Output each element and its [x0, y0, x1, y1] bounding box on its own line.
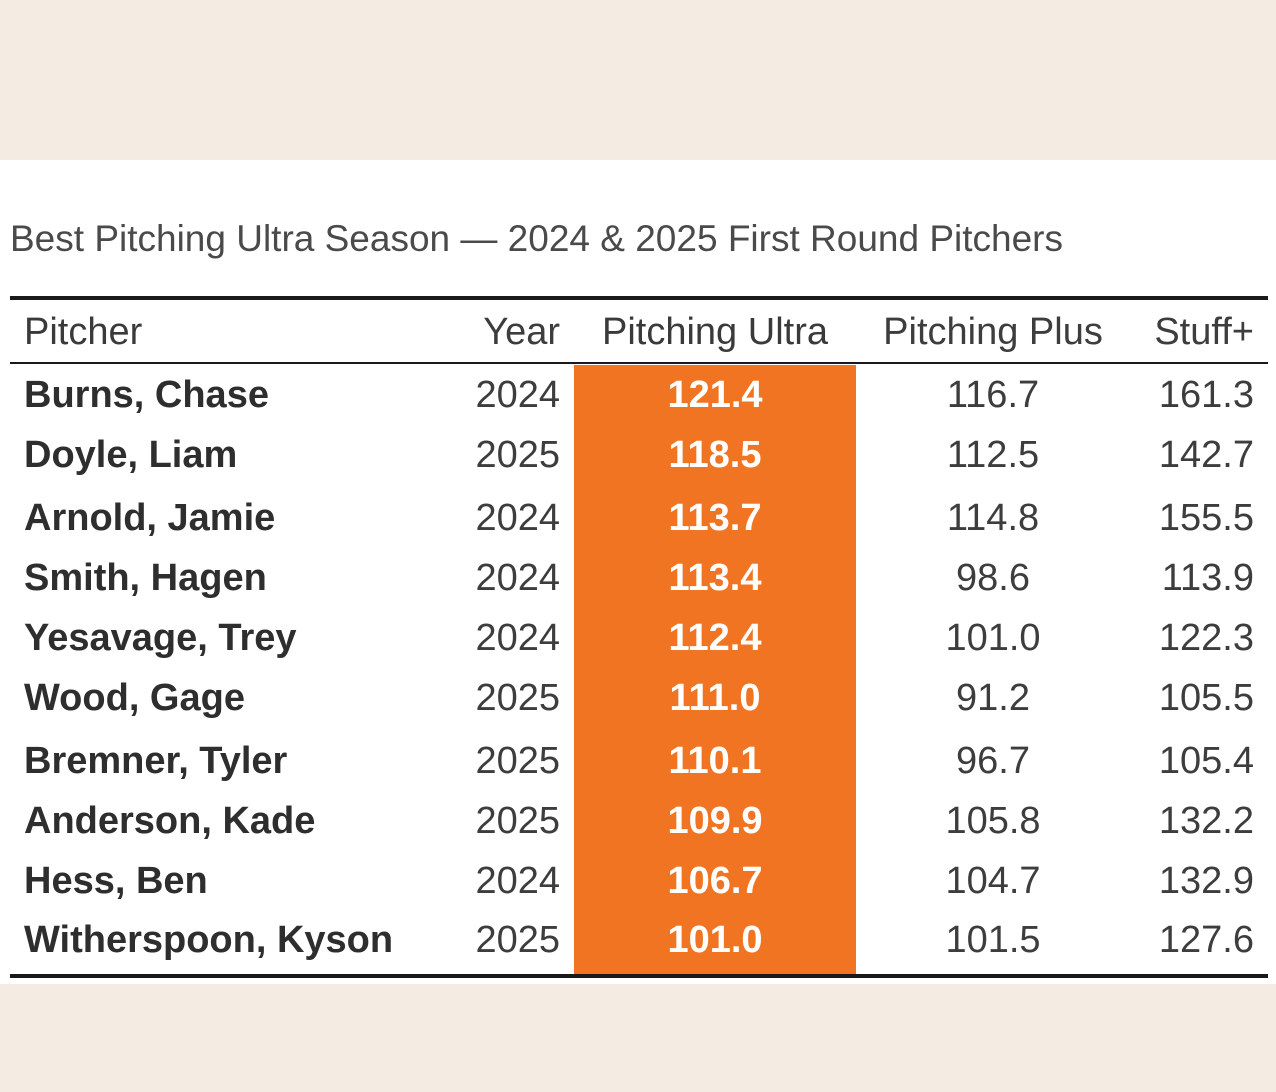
stuff-plus-cell: 122.3: [1158, 617, 1254, 659]
pitching-ultra-cell: 101.0: [667, 919, 763, 961]
stuff-plus-cell: 132.9: [1158, 860, 1254, 902]
year-cell: 2025: [475, 800, 560, 842]
column-header-pitching-plus: Pitching Plus: [883, 311, 1103, 353]
stuff-plus-cell: 142.7: [1158, 434, 1254, 476]
stuff-plus-cell: 127.6: [1158, 919, 1254, 961]
pitcher-cell: Anderson, Kade: [24, 800, 316, 842]
pitching-ultra-cell: 110.1: [668, 740, 762, 782]
pitching-plus-cell: 105.8: [945, 800, 1041, 842]
pitching-plus-cell: 96.7: [956, 740, 1030, 782]
pitching-plus-cell: 116.7: [946, 374, 1040, 416]
pitching-ultra-cell: 111.0: [669, 677, 761, 719]
year-cell: 2024: [475, 617, 560, 659]
pitcher-cell: Wood, Gage: [24, 677, 245, 719]
pitching-ultra-cell: 113.4: [668, 557, 762, 599]
pitcher-cell: Smith, Hagen: [24, 557, 267, 599]
pitcher-cell: Burns, Chase: [24, 374, 269, 416]
table-title: Best Pitching Ultra Season — 2024 & 2025…: [10, 218, 1063, 259]
year-cell: 2025: [475, 677, 560, 719]
column-header-stuff-plus: Stuff+: [1154, 311, 1254, 353]
column-header-pitcher: Pitcher: [24, 311, 143, 353]
pitching-ultra-highlight: [574, 365, 856, 974]
column-header-pitching-ultra: Pitching Ultra: [602, 311, 828, 353]
stuff-plus-cell: 105.4: [1158, 740, 1254, 782]
bottom-rule: [10, 974, 1268, 978]
pitching-ultra-cell: 109.9: [667, 800, 763, 842]
pitching-ultra-cell: 112.4: [668, 617, 762, 659]
pitching-ultra-cell: 121.4: [667, 374, 763, 416]
year-cell: 2025: [475, 434, 560, 476]
pitcher-cell: Yesavage, Trey: [24, 617, 297, 659]
header-rule: [10, 362, 1268, 364]
pitching-plus-cell: 112.5: [946, 434, 1040, 476]
year-cell: 2024: [475, 374, 560, 416]
pitching-plus-cell: 91.2: [956, 677, 1030, 719]
pitching-ultra-cell: 118.5: [668, 434, 762, 476]
stuff-plus-cell: 161.3: [1158, 374, 1254, 416]
year-cell: 2025: [475, 740, 560, 782]
year-cell: 2024: [475, 497, 560, 539]
column-header-year: Year: [483, 311, 560, 353]
pitching-ultra-cell: 106.7: [667, 860, 763, 902]
pitching-plus-cell: 114.8: [946, 497, 1040, 539]
stuff-plus-cell: 155.5: [1158, 497, 1254, 539]
pitcher-cell: Bremner, Tyler: [24, 740, 288, 782]
stuff-plus-cell: 132.2: [1158, 800, 1254, 842]
pitcher-cell: Hess, Ben: [24, 860, 208, 902]
pitching-plus-cell: 101.5: [945, 919, 1041, 961]
pitcher-cell: Witherspoon, Kyson: [24, 919, 394, 961]
pitching-ultra-cell: 113.7: [668, 497, 762, 539]
pitching-plus-cell: 98.6: [956, 557, 1030, 599]
year-cell: 2024: [475, 860, 560, 902]
pitcher-cell: Doyle, Liam: [24, 434, 238, 476]
pitching-plus-cell: 101.0: [945, 617, 1041, 659]
year-cell: 2025: [475, 919, 560, 961]
year-cell: 2024: [475, 557, 560, 599]
pitching-plus-cell: 104.7: [945, 860, 1041, 902]
stuff-plus-cell: 105.5: [1158, 677, 1254, 719]
top-rule: [10, 296, 1268, 300]
stuff-plus-cell: 113.9: [1161, 557, 1254, 599]
pitcher-cell: Arnold, Jamie: [24, 497, 276, 539]
